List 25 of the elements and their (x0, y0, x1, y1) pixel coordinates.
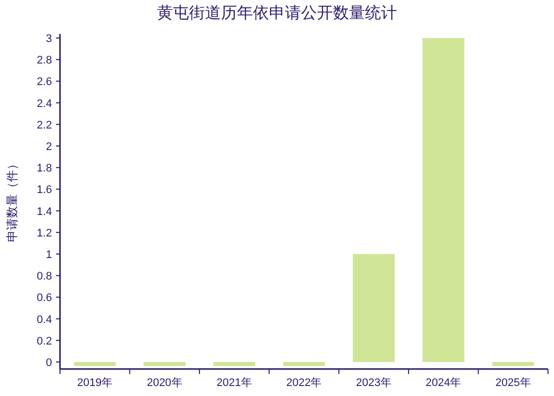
x-tick-label: 2024年 (426, 377, 462, 389)
y-tick-label: 0.2 (36, 335, 52, 348)
title: 黄屯街道历年依申请公开数量统计 (157, 5, 397, 22)
y-tick-label: 3 (46, 33, 52, 45)
y-tick-label: 1.6 (36, 184, 52, 196)
y-tick-label: 2 (46, 141, 52, 153)
y-tick-label: 2.4 (36, 98, 52, 110)
x-tick-label: 2020年 (146, 377, 182, 389)
y-tick-label: 1.8 (36, 162, 52, 175)
y-tick-label: 2.8 (36, 54, 52, 67)
y-tick-label: 0 (46, 357, 52, 369)
y-tick-label: 2.2 (36, 119, 52, 132)
x-tick-label: 2022年 (286, 377, 322, 389)
x-tick-label: 2021年 (216, 377, 252, 389)
y-tick-label: 0.6 (36, 292, 52, 304)
y-tick-label: 0.8 (36, 270, 52, 283)
x-tick-label: 2025年 (495, 377, 531, 389)
x-tick-label: 2019年 (77, 377, 113, 389)
ylabel: 申请数量（件） (5, 158, 19, 242)
y-tick-label: 1.2 (36, 227, 52, 240)
y-tick-label: 1.4 (36, 206, 52, 218)
y-tick-label: 2.6 (36, 76, 52, 88)
y-tick-label: 0.4 (36, 314, 52, 326)
x-tick-label: 2023年 (356, 377, 392, 389)
y-tick-label: 1 (46, 249, 52, 261)
